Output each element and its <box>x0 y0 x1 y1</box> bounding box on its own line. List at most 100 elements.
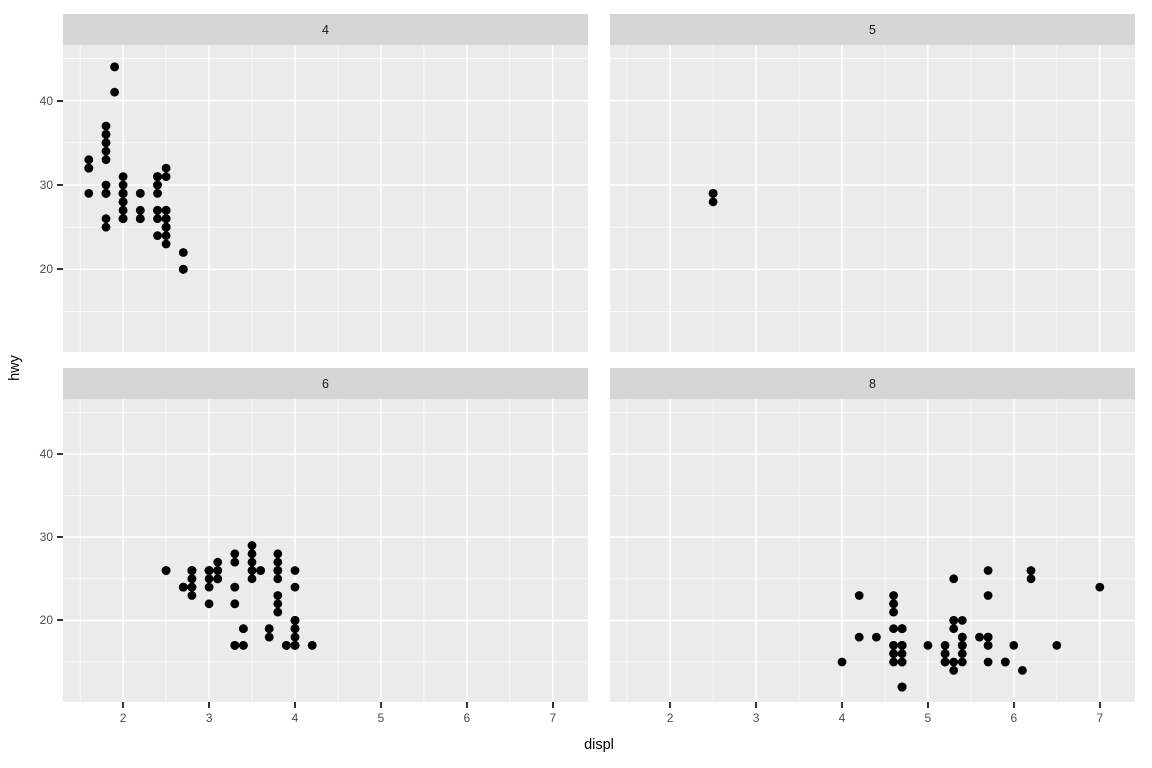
facet-strip-cyl-5: 5 <box>610 14 1135 45</box>
data-point <box>153 189 162 198</box>
x-tick-mark <box>669 702 672 708</box>
x-tick-mark <box>755 702 758 708</box>
data-point <box>897 641 907 650</box>
data-point <box>247 566 257 575</box>
data-point <box>264 624 274 634</box>
data-point <box>101 121 111 131</box>
data-point <box>118 197 128 207</box>
data-point <box>110 87 119 97</box>
data-point <box>290 566 300 575</box>
data-point <box>213 574 223 584</box>
data-point <box>187 582 197 592</box>
x-tick-mark <box>465 702 468 708</box>
data-point <box>101 189 111 198</box>
y-tick-mark <box>57 452 63 455</box>
data-point <box>101 155 111 165</box>
x-tick-mark <box>379 702 382 708</box>
y-tick-label: 30 <box>39 530 53 545</box>
data-point <box>1026 574 1036 584</box>
x-tick-mark <box>1098 702 1101 708</box>
data-point <box>161 205 171 215</box>
data-point <box>897 649 907 659</box>
data-point <box>247 549 257 559</box>
data-point <box>889 657 898 667</box>
data-point <box>957 657 967 667</box>
data-point <box>118 180 128 190</box>
x-tick-mark <box>841 702 843 708</box>
data-point <box>161 231 171 241</box>
data-point <box>273 566 283 575</box>
data-point <box>204 582 214 592</box>
y-tick-label: 30 <box>39 178 53 192</box>
data-point <box>837 657 847 667</box>
data-point <box>290 641 300 650</box>
data-point <box>897 682 907 692</box>
data-point <box>1000 657 1010 667</box>
data-point <box>290 632 300 642</box>
data-point <box>84 163 94 173</box>
y-tick-label: 40 <box>39 446 53 461</box>
data-point <box>101 214 111 224</box>
data-point <box>247 541 257 550</box>
data-point <box>264 632 274 642</box>
y-tick-mark <box>57 184 63 186</box>
data-point <box>153 214 162 224</box>
facet-strip-cyl-6: 6 <box>63 368 588 399</box>
data-point <box>239 641 248 650</box>
facet-strip-label: 6 <box>322 376 329 391</box>
data-point <box>1095 582 1105 592</box>
x-tick-label: 7 <box>549 711 557 725</box>
data-point <box>983 591 993 600</box>
data-point <box>84 189 94 198</box>
data-point <box>949 616 959 625</box>
y-tick-mark <box>57 619 63 622</box>
data-point <box>187 566 197 575</box>
data-point <box>230 549 240 559</box>
facet-strip-label: 8 <box>869 376 876 391</box>
data-point <box>273 557 283 567</box>
data-point <box>290 582 300 592</box>
data-point <box>1052 641 1062 650</box>
facet-panel-cyl-5 <box>610 45 1135 352</box>
x-axis-title: displ <box>584 737 614 753</box>
data-point <box>889 591 898 600</box>
data-point <box>708 197 718 207</box>
data-point <box>118 172 128 181</box>
data-point <box>949 666 959 675</box>
data-point <box>84 155 94 165</box>
data-point <box>889 624 898 634</box>
data-point <box>957 641 967 650</box>
data-point <box>854 632 864 642</box>
data-point <box>135 189 145 198</box>
data-point <box>273 549 283 559</box>
data-point <box>983 641 993 650</box>
data-point <box>161 172 171 181</box>
x-tick-label: 2 <box>119 711 127 725</box>
data-point <box>949 657 959 667</box>
data-point <box>204 574 214 584</box>
data-point <box>949 624 959 634</box>
x-tick-label: 7 <box>1096 711 1104 725</box>
x-tick-label: 5 <box>377 711 385 725</box>
data-point <box>101 138 111 148</box>
data-point <box>290 616 300 625</box>
data-point <box>101 146 111 156</box>
data-point <box>957 649 967 659</box>
data-point <box>256 566 265 575</box>
data-point <box>897 657 907 667</box>
data-point <box>153 231 162 241</box>
data-point <box>273 607 283 617</box>
data-point <box>983 657 993 667</box>
data-point <box>247 557 257 567</box>
y-tick-label: 40 <box>39 93 53 108</box>
data-point <box>135 214 145 224</box>
data-point <box>161 566 171 575</box>
y-tick-mark <box>57 99 63 102</box>
data-point <box>1018 666 1027 675</box>
data-point <box>290 624 300 634</box>
data-point <box>213 557 223 567</box>
x-tick-mark <box>294 702 296 708</box>
data-point <box>178 248 188 257</box>
x-tick-mark <box>551 702 554 708</box>
